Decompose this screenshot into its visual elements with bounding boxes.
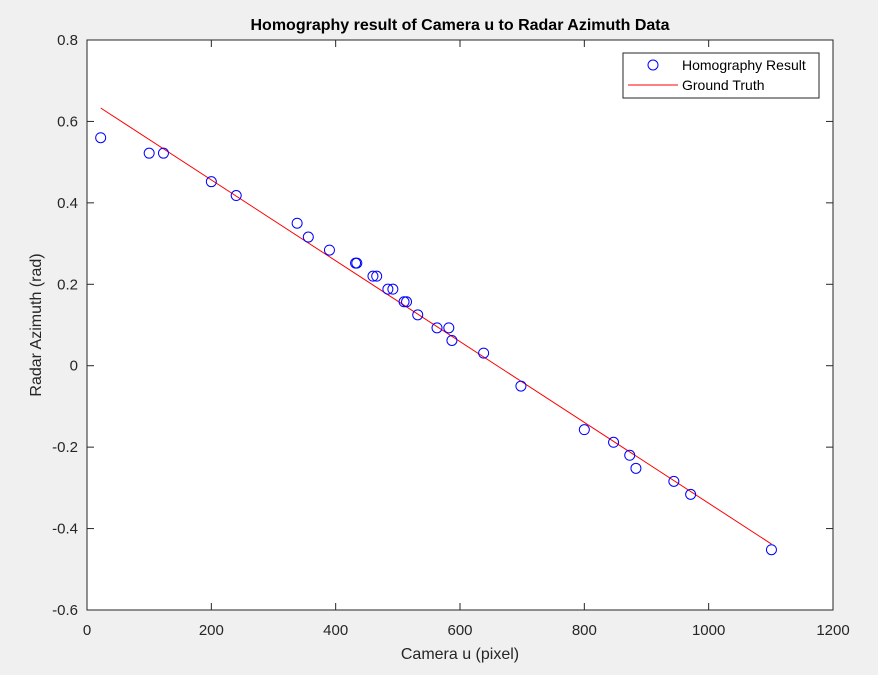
- homography-result-point: [685, 488, 697, 500]
- legend: Homography Result Ground Truth: [622, 52, 820, 99]
- homography-result-point: [398, 296, 410, 308]
- homography-result-point: [443, 322, 455, 334]
- homography-result-point: [371, 270, 383, 282]
- homography-result-point: [387, 283, 399, 295]
- homography-result-point: [608, 436, 620, 448]
- x-tick-label: 800: [572, 622, 597, 639]
- homography-result-point: [630, 462, 642, 474]
- legend-label-homography-result: Homography Result: [682, 57, 806, 73]
- x-tick-label: 1000: [692, 622, 725, 639]
- ground-truth-line: [100, 107, 772, 545]
- homography-result-point: [323, 244, 335, 256]
- homography-result-point: [401, 296, 413, 308]
- y-tick-label: 0.2: [57, 276, 78, 293]
- homography-result-point: [431, 322, 443, 334]
- y-tick-label: -0.4: [52, 521, 78, 538]
- legend-marker-homography-result: [647, 59, 659, 71]
- homography-result-point: [95, 132, 107, 144]
- chart-title: Homography result of Camera u to Radar A…: [250, 17, 669, 34]
- y-tick-label: 0.6: [57, 113, 78, 130]
- homography-result-point: [351, 257, 363, 269]
- homography-result-point: [668, 475, 680, 487]
- homography-result-point: [478, 347, 490, 359]
- y-axis-title: Radar Azimuth (rad): [28, 253, 45, 396]
- homography-result-point: [302, 231, 314, 243]
- axis-ticks: 0 200 400 600 800 1000 1200 -0.6 -0.4 -0.2 0 0.2 0.4…: [52, 32, 850, 639]
- homography-result-point: [382, 283, 394, 295]
- y-tick-label: 0.8: [57, 32, 78, 49]
- y-tick-label: -0.2: [52, 439, 78, 456]
- homography-result-point: [578, 424, 590, 436]
- homography-result-point: [624, 449, 636, 461]
- data-marks: [95, 107, 777, 556]
- homography-result-point: [367, 270, 379, 282]
- homography-result-point: [446, 334, 458, 346]
- legend-label-ground-truth: Ground Truth: [682, 77, 765, 93]
- homography-result-point: [515, 380, 527, 392]
- x-axis-title: Camera u (pixel): [401, 646, 519, 663]
- x-tick-label: 0: [83, 622, 91, 639]
- x-tick-label: 1200: [816, 622, 849, 639]
- y-tick-label: 0: [70, 358, 78, 375]
- homography-result-point: [765, 544, 777, 556]
- plot-area: [87, 40, 833, 610]
- x-tick-label: 200: [199, 622, 224, 639]
- x-tick-label: 600: [447, 622, 472, 639]
- x-tick-label: 400: [323, 622, 348, 639]
- homography-result-point: [230, 190, 242, 202]
- homography-result-point: [412, 309, 424, 321]
- homography-result-point: [143, 147, 155, 159]
- y-tick-label: 0.4: [57, 195, 78, 212]
- y-tick-label: -0.6: [52, 602, 78, 619]
- homography-result-point: [157, 147, 169, 159]
- homography-result-point: [291, 217, 303, 229]
- homography-result-point: [205, 176, 217, 188]
